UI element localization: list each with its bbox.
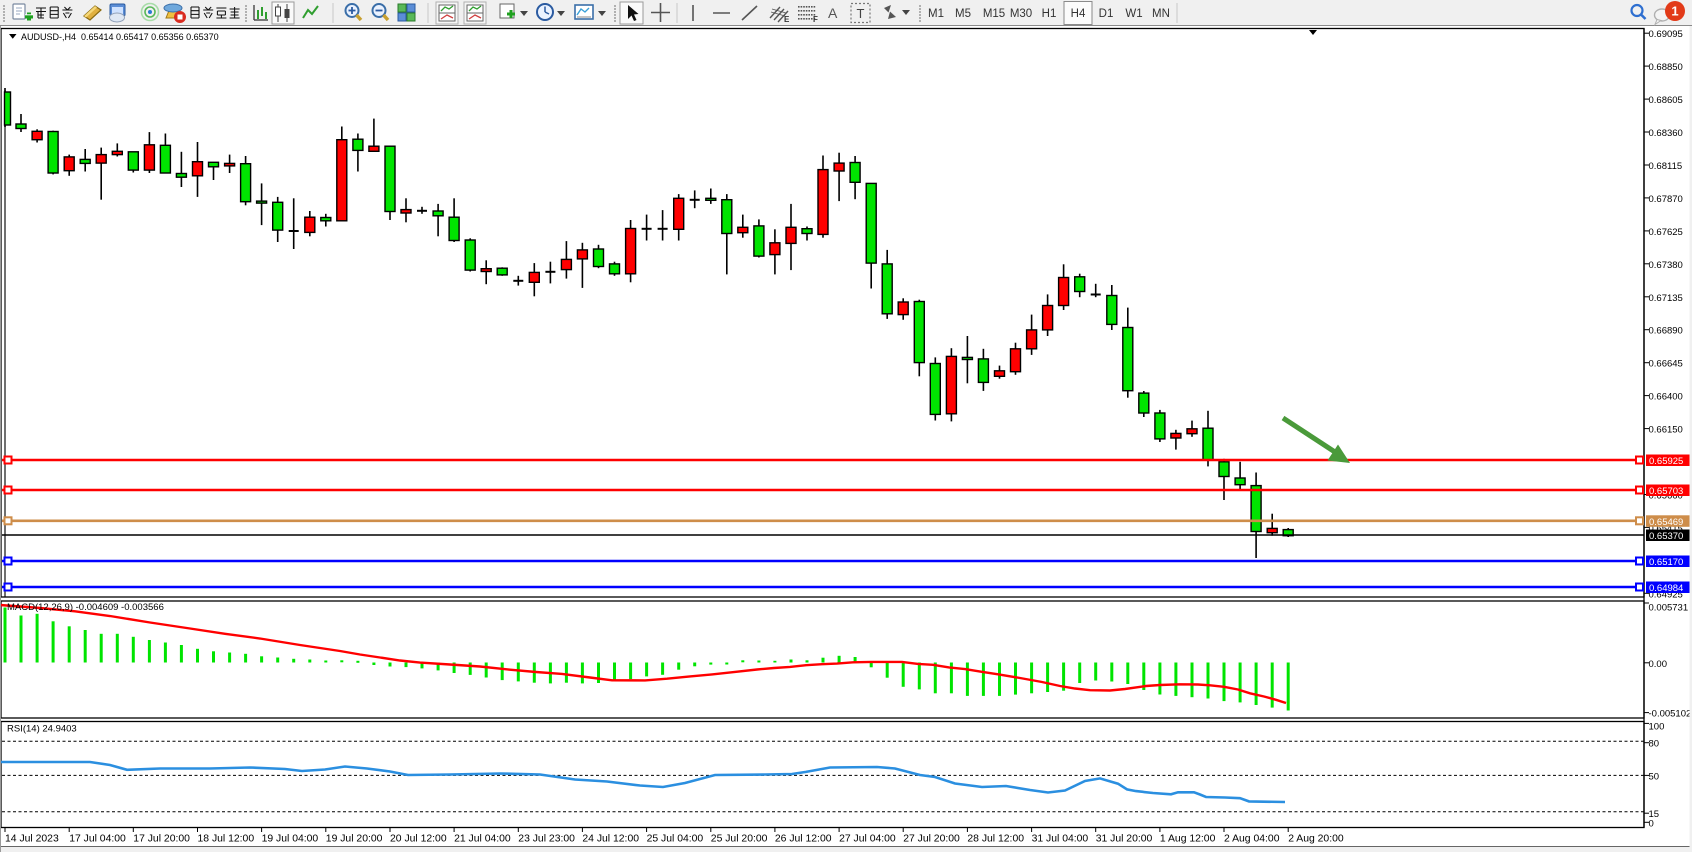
svg-text:2 Aug 20:00: 2 Aug 20:00 bbox=[1288, 834, 1344, 845]
svg-text:E: E bbox=[784, 15, 790, 24]
svg-text:0.66150: 0.66150 bbox=[1649, 425, 1683, 436]
svg-text:2 Aug 04:00: 2 Aug 04:00 bbox=[1224, 834, 1280, 845]
svg-text:0.65370: 0.65370 bbox=[1649, 531, 1683, 542]
svg-text:0.66645: 0.66645 bbox=[1649, 359, 1683, 370]
svg-text:0.66400: 0.66400 bbox=[1649, 392, 1683, 403]
svg-text:17 Jul 04:00: 17 Jul 04:00 bbox=[69, 834, 126, 845]
svg-text:0.00: 0.00 bbox=[1649, 659, 1668, 670]
svg-text:M30: M30 bbox=[1010, 8, 1032, 20]
svg-text:0.68115: 0.68115 bbox=[1649, 161, 1683, 172]
svg-text:19 Jul 04:00: 19 Jul 04:00 bbox=[262, 834, 319, 845]
svg-text:80: 80 bbox=[1649, 739, 1660, 750]
svg-text:A: A bbox=[828, 5, 838, 21]
svg-text:0.68605: 0.68605 bbox=[1649, 95, 1683, 106]
svg-text:0.67625: 0.67625 bbox=[1649, 227, 1683, 238]
svg-text:MN: MN bbox=[1152, 8, 1170, 20]
svg-text:0.64984: 0.64984 bbox=[1649, 583, 1683, 594]
svg-text:31 Jul 20:00: 31 Jul 20:00 bbox=[1096, 834, 1153, 845]
svg-text:H1: H1 bbox=[1042, 8, 1057, 20]
svg-text:31 Jul 04:00: 31 Jul 04:00 bbox=[1032, 834, 1089, 845]
svg-text:0.67135: 0.67135 bbox=[1649, 293, 1683, 304]
svg-text:0.65170: 0.65170 bbox=[1649, 557, 1683, 568]
svg-text:F: F bbox=[813, 15, 818, 24]
svg-text:0.65469: 0.65469 bbox=[1649, 517, 1683, 528]
svg-text:M1: M1 bbox=[928, 8, 944, 20]
svg-text:21 Jul 04:00: 21 Jul 04:00 bbox=[454, 834, 511, 845]
svg-text:27 Jul 20:00: 27 Jul 20:00 bbox=[903, 834, 960, 845]
svg-text:1 Aug 12:00: 1 Aug 12:00 bbox=[1160, 834, 1216, 845]
svg-text:RSI(14) 24.9403: RSI(14) 24.9403 bbox=[7, 724, 77, 735]
svg-text:M15: M15 bbox=[983, 8, 1005, 20]
svg-text:0.65415: 0.65415 bbox=[1649, 523, 1683, 534]
svg-text:T: T bbox=[857, 6, 865, 21]
svg-text:0.66890: 0.66890 bbox=[1649, 326, 1683, 337]
svg-text:0: 0 bbox=[1649, 818, 1654, 829]
svg-text:-0.005102: -0.005102 bbox=[1649, 708, 1692, 719]
svg-text:0.65703: 0.65703 bbox=[1649, 486, 1683, 497]
svg-text:0.65925: 0.65925 bbox=[1649, 456, 1683, 467]
svg-text:18 Jul 12:00: 18 Jul 12:00 bbox=[198, 834, 255, 845]
svg-text:50: 50 bbox=[1649, 771, 1660, 782]
svg-text:M5: M5 bbox=[955, 8, 971, 20]
svg-text:0.69095: 0.69095 bbox=[1649, 29, 1683, 40]
svg-text:23 Jul 23:00: 23 Jul 23:00 bbox=[518, 834, 575, 845]
svg-text:20 Jul 12:00: 20 Jul 12:00 bbox=[390, 834, 447, 845]
svg-text:27 Jul 04:00: 27 Jul 04:00 bbox=[839, 834, 896, 845]
svg-text:0.64925: 0.64925 bbox=[1649, 589, 1683, 600]
svg-text:MACD(12,26,9) -0.004609 -0.003: MACD(12,26,9) -0.004609 -0.003566 bbox=[7, 602, 164, 613]
svg-text:0.005731: 0.005731 bbox=[1649, 603, 1689, 614]
svg-text:19 Jul 20:00: 19 Jul 20:00 bbox=[326, 834, 383, 845]
svg-text:AUDUSD-,H4 0.65414 0.65417 0.: AUDUSD-,H4 0.65414 0.65417 0.65356 0.653… bbox=[21, 32, 219, 42]
svg-text:25 Jul 20:00: 25 Jul 20:00 bbox=[711, 834, 768, 845]
svg-text:14 Jul 2023: 14 Jul 2023 bbox=[5, 834, 59, 845]
svg-text:100: 100 bbox=[1649, 722, 1665, 733]
svg-text:W1: W1 bbox=[1125, 8, 1142, 20]
svg-text:26 Jul 12:00: 26 Jul 12:00 bbox=[775, 834, 832, 845]
svg-text:0.67380: 0.67380 bbox=[1649, 260, 1683, 271]
svg-text:1: 1 bbox=[1671, 4, 1678, 19]
svg-text:24 Jul 12:00: 24 Jul 12:00 bbox=[582, 834, 639, 845]
svg-text:D1: D1 bbox=[1099, 8, 1114, 20]
svg-text:H4: H4 bbox=[1071, 8, 1086, 20]
svg-text:28 Jul 12:00: 28 Jul 12:00 bbox=[967, 834, 1024, 845]
svg-text:25 Jul 04:00: 25 Jul 04:00 bbox=[647, 834, 704, 845]
svg-text:0.68850: 0.68850 bbox=[1649, 62, 1683, 73]
svg-text:17 Jul 20:00: 17 Jul 20:00 bbox=[133, 834, 190, 845]
svg-text:0.67870: 0.67870 bbox=[1649, 194, 1683, 205]
svg-text:0.68360: 0.68360 bbox=[1649, 128, 1683, 139]
svg-text:15: 15 bbox=[1649, 809, 1660, 820]
